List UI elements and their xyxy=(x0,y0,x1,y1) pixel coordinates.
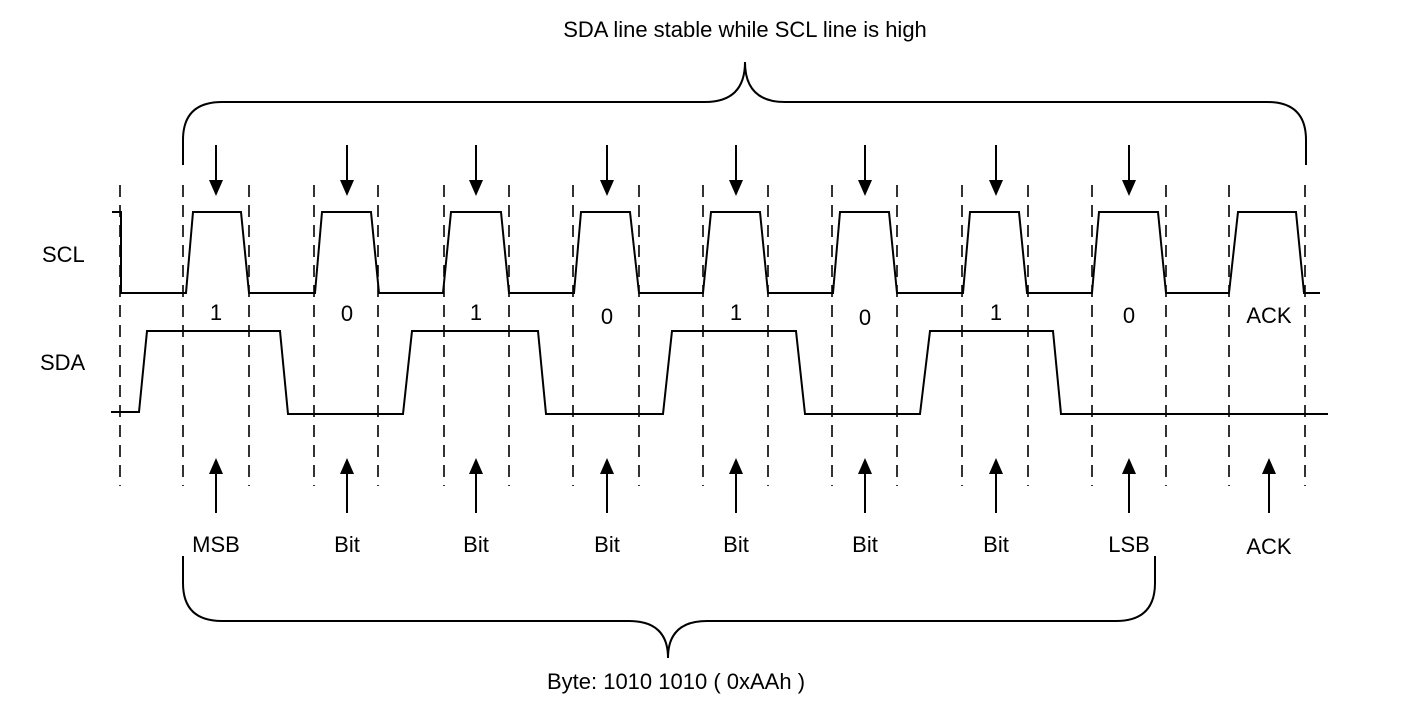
bit-value-1: 0 xyxy=(341,301,353,326)
scl-label: SCL xyxy=(42,242,85,267)
down-arrow-1-head xyxy=(340,180,354,196)
sda-waveform xyxy=(111,330,1328,415)
up-arrow-0-head xyxy=(209,458,223,474)
bit-value-labels: 1 0 1 0 1 0 1 0 ACK xyxy=(210,300,1292,330)
down-arrow-6-head xyxy=(989,180,1003,196)
bit-role-7: LSB xyxy=(1108,532,1150,557)
scl-waveform xyxy=(112,211,1320,294)
up-arrow-2-head xyxy=(469,458,483,474)
up-arrow-5-head xyxy=(858,458,872,474)
down-arrow-7-head xyxy=(1122,180,1136,196)
down-arrow-3-head xyxy=(600,180,614,196)
bit-role-6: Bit xyxy=(983,532,1009,557)
bit-value-3: 0 xyxy=(601,304,613,329)
up-arrow-6-head xyxy=(989,458,1003,474)
bit-role-2: Bit xyxy=(463,532,489,557)
down-arrow-4-head xyxy=(729,180,743,196)
bit-value-5: 0 xyxy=(859,305,871,330)
bit-role-3: Bit xyxy=(594,532,620,557)
sda-label: SDA xyxy=(40,350,86,375)
up-arrow-3-head xyxy=(600,458,614,474)
sampling-arrows xyxy=(209,145,1276,513)
bit-role-0: MSB xyxy=(192,532,240,557)
bit-value-4: 1 xyxy=(730,300,742,325)
bit-role-8: ACK xyxy=(1246,534,1292,559)
byte-caption: Byte: 1010 1010 ( 0xAAh ) xyxy=(547,669,805,694)
bit-role-1: Bit xyxy=(334,532,360,557)
diagram-title: SDA line stable while SCL line is high xyxy=(563,17,927,42)
bit-value-0: 1 xyxy=(210,300,222,325)
sampling-guide-lines xyxy=(119,185,1306,486)
up-arrow-1-head xyxy=(340,458,354,474)
up-arrow-4-head xyxy=(729,458,743,474)
bottom-brace xyxy=(182,556,1156,659)
bit-role-labels: MSB Bit Bit Bit Bit Bit Bit LSB ACK xyxy=(192,532,1292,559)
up-arrow-8-head xyxy=(1262,458,1276,474)
bit-value-7: 0 xyxy=(1123,303,1135,328)
bit-value-8: ACK xyxy=(1246,303,1292,328)
top-brace xyxy=(182,61,1307,165)
bit-value-6: 1 xyxy=(990,300,1002,325)
down-arrow-5-head xyxy=(858,180,872,196)
up-arrow-7-head xyxy=(1122,458,1136,474)
bit-role-4: Bit xyxy=(723,532,749,557)
down-arrow-2-head xyxy=(469,180,483,196)
bit-role-5: Bit xyxy=(852,532,878,557)
bit-value-2: 1 xyxy=(470,300,482,325)
down-arrow-0-head xyxy=(209,180,223,196)
